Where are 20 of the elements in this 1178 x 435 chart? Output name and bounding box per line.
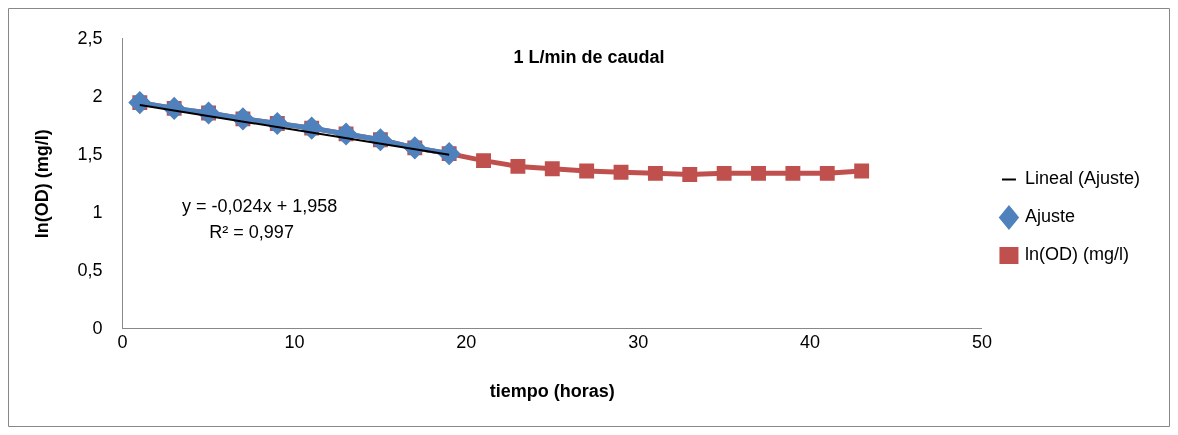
- x-tick-label: 50: [971, 331, 992, 352]
- y-tick-label: 2: [92, 85, 103, 106]
- x-tick-label: 30: [628, 331, 649, 352]
- legend-label: Lineal (Ajuste): [1024, 168, 1140, 189]
- y-tick-label: 0: [92, 317, 103, 338]
- legend-label: Ajuste: [1024, 206, 1075, 227]
- text: 1 L/min de caudal: [513, 46, 665, 67]
- x-tick-label: 10: [284, 331, 305, 352]
- y-tick-label: 0,5: [77, 259, 103, 280]
- x-tick-label: 40: [800, 331, 821, 352]
- y-tick-label: 1,5: [77, 143, 103, 164]
- y-axis-title: ln(OD) (mg/l): [31, 129, 52, 239]
- annotation: R² = 0,997: [209, 221, 294, 242]
- y-tick-label: 2,5: [77, 27, 103, 48]
- x-tick-label: 20: [456, 331, 477, 352]
- x-axis-title: tiempo (horas): [489, 381, 615, 402]
- legend-label: ln(OD) (mg/l): [1024, 244, 1129, 265]
- x-tick-label: 0: [117, 331, 128, 352]
- annotation: y = -0,024x + 1,958: [182, 195, 338, 216]
- y-tick-label: 1: [92, 201, 103, 222]
